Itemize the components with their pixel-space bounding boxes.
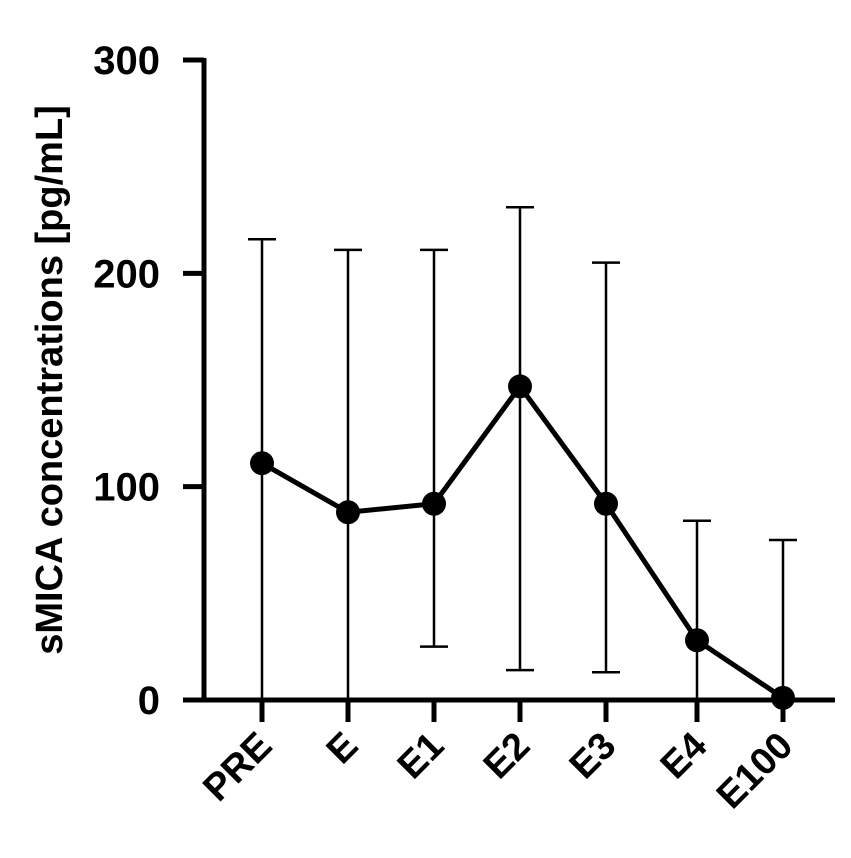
error-bar — [592, 261, 620, 674]
error-bar — [334, 248, 362, 700]
x-tick-label: E2 — [476, 725, 539, 788]
error-bar — [769, 538, 797, 700]
y-tick-label: 0 — [138, 679, 160, 723]
series-line — [260, 383, 785, 700]
data-point — [685, 628, 709, 653]
x-tick-label: E4 — [653, 725, 716, 788]
data-point — [250, 451, 274, 476]
x-tick-label: E1 — [390, 725, 453, 788]
data-point — [508, 374, 532, 399]
x-tick-label: E3 — [562, 725, 625, 788]
error-bar — [683, 519, 711, 700]
data-point — [594, 491, 618, 516]
y-ticks: 0 100 200 300 — [93, 39, 204, 723]
data-point — [422, 491, 446, 516]
series — [250, 374, 795, 710]
x-tick-label: PRE — [195, 725, 280, 810]
error-bar — [420, 248, 448, 648]
y-axis-label: sMICA concentrations [pg/mL] — [29, 105, 71, 655]
y-tick-label: 300 — [93, 39, 160, 83]
x-tick-label: E — [319, 725, 367, 773]
y-axis: 0 100 200 300 sMICA concentrations [pg/mL] — [29, 39, 207, 723]
data-point — [336, 500, 360, 525]
y-tick-label: 200 — [93, 252, 160, 296]
error-bars — [248, 205, 797, 700]
y-tick-label: 100 — [93, 466, 160, 510]
x-tick-label: E100 — [709, 725, 801, 817]
data-point — [771, 685, 795, 710]
error-bar — [506, 205, 534, 672]
